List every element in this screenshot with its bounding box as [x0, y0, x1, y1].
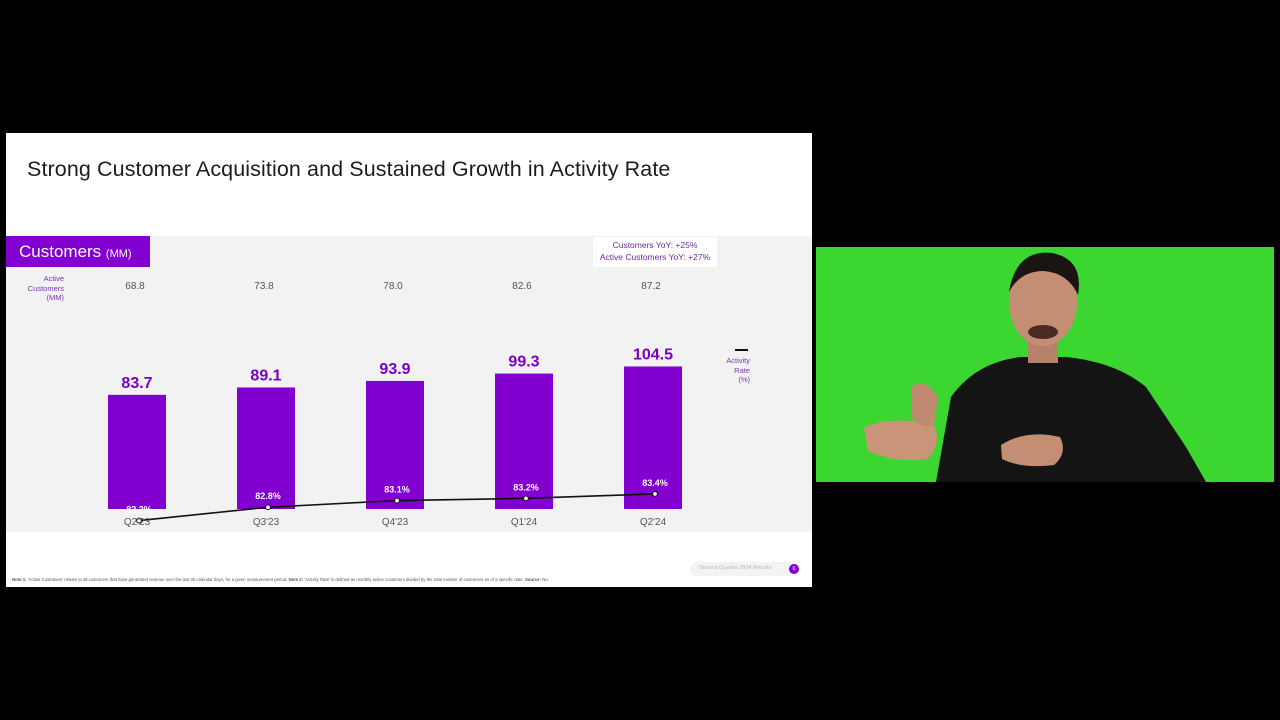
presenter-figure: [816, 247, 1274, 482]
activity-rate-legend-line: [735, 349, 748, 351]
footnote-note2-tag: Note 2:: [288, 577, 304, 582]
activity-rate-point: [394, 497, 400, 504]
footnote: Note 1: 'Active Customers' relates to al…: [12, 577, 549, 582]
slide-title: Strong Customer Acquisition and Sustaine…: [27, 157, 671, 181]
footer-text: Second Quarter 2024 Results: [699, 565, 772, 571]
bar-value-label: 89.1: [250, 367, 281, 384]
activity-rate-point: [136, 517, 142, 524]
activity-rate-point: [652, 491, 658, 497]
bar-customers: [108, 394, 166, 509]
bar-value-label: 104.5: [633, 346, 673, 363]
activity-rate-point: [265, 504, 271, 511]
activity-rate-label-line: (%): [738, 375, 750, 384]
bar-value-label: 99.3: [508, 354, 539, 371]
active-customers-value: 87.2: [641, 281, 661, 292]
customers-chart: 83.7 89.1 93.9 99.3 104.5 68.8 73.8 78.0 82.6 87.…: [108, 281, 682, 528]
customers-tag: Customers (MM): [6, 236, 150, 267]
activity-rate-point: [523, 495, 529, 502]
activity-rate-label-line: Activity: [726, 356, 750, 365]
x-tick-label: Q2'24: [640, 517, 667, 528]
bar-value-label: 93.9: [379, 361, 410, 378]
activity-rate-label: Activity Rate (%): [714, 356, 750, 385]
footnote-note1: 'Active Customers' relates to all custom…: [26, 577, 289, 582]
active-customers-label-line: (MM): [46, 293, 65, 302]
customers-tag-unit: (MM): [105, 248, 132, 260]
activity-rate-label: 83.1%: [384, 485, 410, 495]
yoy-active-customers: Active Customers YoY: +27%: [599, 251, 711, 262]
bar-value-label: 83.7: [121, 375, 152, 392]
yoy-box: Customers YoY: +25% Active Customers YoY…: [593, 237, 717, 267]
bar-customers: [366, 380, 424, 509]
footnote-note2: 'Activity Rate' is defined as monthly ac…: [303, 577, 525, 582]
chart-panel: Customers (MM) Customers YoY: +25% Activ…: [6, 236, 812, 532]
bar-customers: [237, 387, 295, 509]
footnote-source: Nu.: [540, 577, 549, 582]
footnote-note1-tag: Note 1:: [12, 577, 27, 582]
activity-rate-label: 82.2%: [126, 505, 152, 515]
active-customers-label: Active Customers (MM): [20, 274, 64, 303]
x-tick-label: Q1'24: [511, 517, 538, 528]
x-tick-label: Q2'23: [124, 517, 151, 528]
active-customers-value: 68.8: [125, 281, 145, 292]
yoy-customers: Customers YoY: +25%: [612, 240, 698, 250]
active-customers-value: 78.0: [383, 281, 403, 292]
footnote-source-tag: Source:: [524, 577, 541, 582]
active-customers-label-line: Customers: [27, 283, 64, 293]
presenter-video: [816, 247, 1274, 482]
x-tick-label: Q3'23: [253, 517, 280, 528]
footer-pill: Second Quarter 2024 Results 6: [690, 562, 800, 576]
active-customers-label-line: Active: [43, 274, 64, 283]
activity-rate-label: 83.4%: [642, 478, 668, 488]
active-customers-value: 73.8: [254, 281, 274, 292]
bar-customers: [495, 373, 553, 509]
activity-rate-label: 83.2%: [513, 482, 539, 492]
customers-tag-label: Customers: [19, 242, 102, 261]
bar-customers: [624, 366, 682, 509]
active-customers-value: 82.6: [512, 281, 532, 292]
activity-rate-label: 82.8%: [255, 491, 281, 501]
x-tick-label: Q4'23: [382, 517, 409, 528]
presentation-slide: Strong Customer Acquisition and Sustaine…: [6, 133, 812, 587]
activity-rate-label-line: Rate: [734, 365, 750, 375]
page-number: 6: [789, 564, 799, 574]
